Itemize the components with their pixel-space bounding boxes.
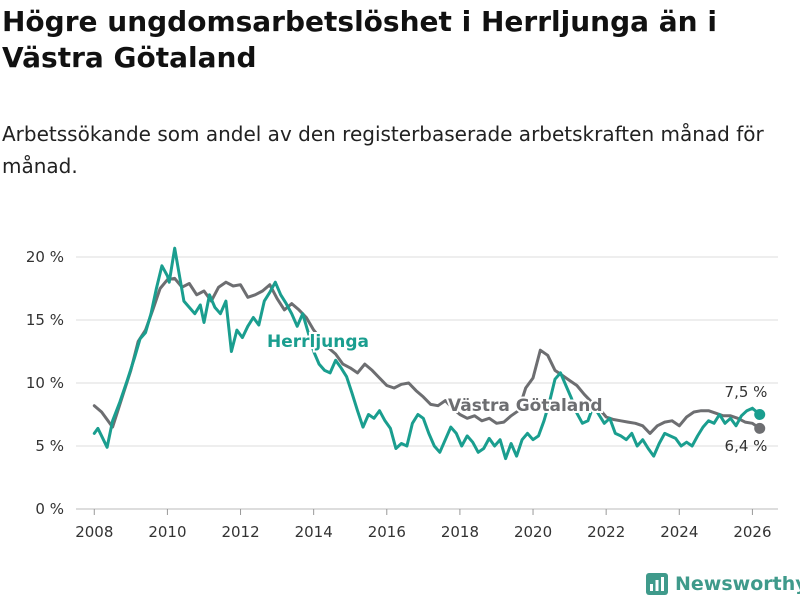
x-tick-label: 2010 xyxy=(148,523,186,541)
gridlines xyxy=(76,256,778,510)
y-tick-label: 5 % xyxy=(35,437,64,455)
newsworthy-logo-icon xyxy=(646,573,668,595)
chart-subtitle: Arbetssökande som andel av den registerb… xyxy=(2,122,764,178)
end-label-herrljunga: 7,5 % xyxy=(725,383,768,401)
y-tick-label: 15 % xyxy=(26,311,64,329)
series-labels: Herrljunga Västra Götaland 7,5 % 6,4 % xyxy=(265,330,768,455)
x-tick-label: 2016 xyxy=(368,523,406,541)
page-title: Högre ungdomsarbetslöshet i Herrljunga ä… xyxy=(2,5,717,74)
y-tick-label: 0 % xyxy=(35,500,64,518)
series-line-herrljunga xyxy=(92,246,762,461)
x-tick-label: 2008 xyxy=(75,523,113,541)
x-tick-label: 2018 xyxy=(441,523,479,541)
end-point-herrljunga xyxy=(754,409,766,420)
x-tick-label: 2022 xyxy=(587,523,625,541)
brand-name: Newsworthy xyxy=(675,573,800,595)
y-tick-label: 20 % xyxy=(26,248,64,266)
axis-labels: 0 % 5 % 10 % 15 % 20 % 2008 2010 2012 2014 2016 20… xyxy=(26,248,772,541)
series-lines xyxy=(92,246,766,461)
series-label-herrljunga: Herrljunga xyxy=(267,332,369,352)
end-point-vastra-gotaland xyxy=(754,422,766,434)
y-tick-label: 10 % xyxy=(26,374,64,392)
x-tick-label: 2026 xyxy=(733,523,771,541)
end-label-vastra-gotaland: 6,4 % xyxy=(725,437,768,455)
x-tick-label: 2024 xyxy=(660,523,698,541)
x-tick-label: 2020 xyxy=(514,523,552,541)
brand-logo: Newsworthy xyxy=(645,570,800,598)
x-tick-label: 2012 xyxy=(221,523,259,541)
x-tick-label: 2014 xyxy=(295,523,333,541)
series-label-vastra-gotaland: Västra Götaland xyxy=(448,396,603,416)
series-line-vastra-gotaland xyxy=(92,276,762,435)
